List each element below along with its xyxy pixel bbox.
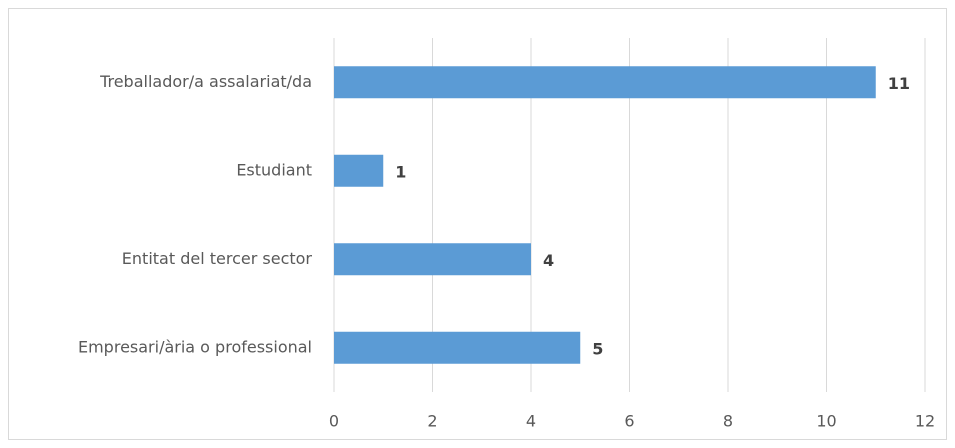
x-tick-label: 2 (427, 412, 437, 431)
y-tick-label: Entitat del tercer sector (122, 249, 313, 268)
data-label: 1 (395, 162, 406, 181)
bar (334, 243, 531, 276)
x-tick-label: 10 (816, 412, 836, 431)
data-label: 11 (888, 74, 910, 93)
x-tick-label: 4 (526, 412, 536, 431)
y-tick-label: Estudiant (236, 160, 312, 179)
x-tick-label: 0 (329, 412, 339, 431)
x-tick-label: 8 (723, 412, 733, 431)
x-tick-label: 6 (624, 412, 634, 431)
bar (334, 331, 581, 364)
x-tick-label: 12 (915, 412, 935, 431)
data-label: 5 (592, 339, 603, 358)
bar (334, 154, 384, 187)
bar (334, 66, 876, 99)
y-tick-label: Empresari/ària o professional (78, 337, 312, 356)
y-tick-label: Treballador/a assalariat/da (99, 72, 312, 91)
data-label: 4 (543, 251, 554, 270)
